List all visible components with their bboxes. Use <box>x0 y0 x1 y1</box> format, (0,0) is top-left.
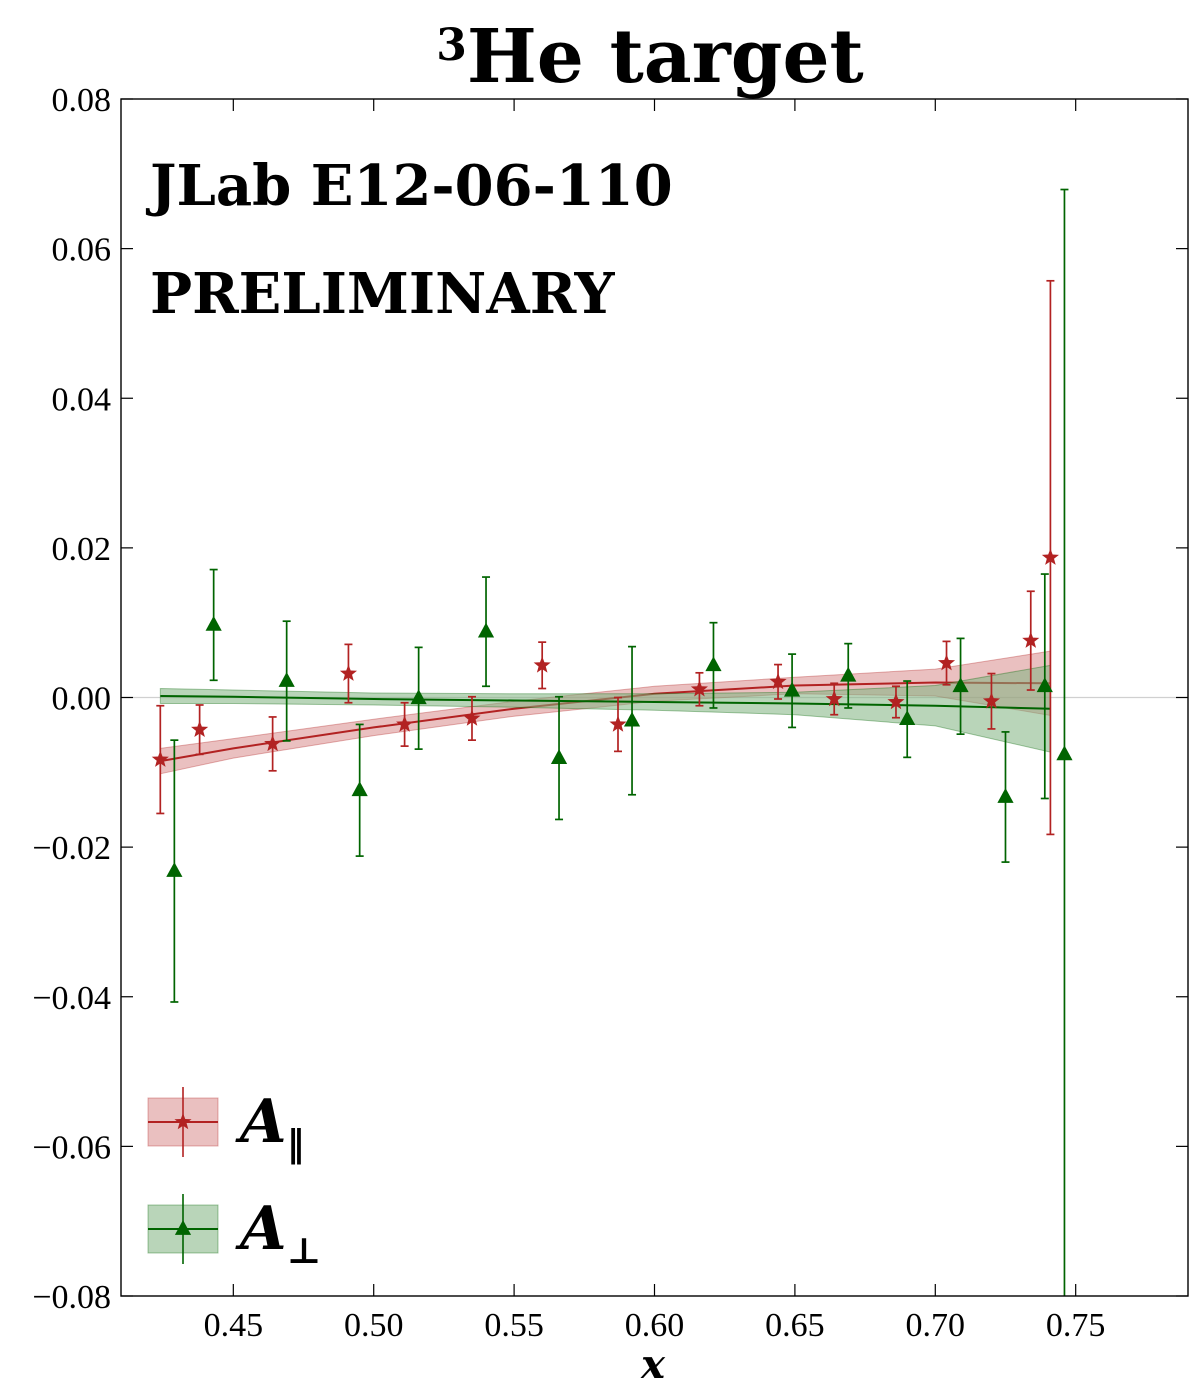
x-tick-label: 0.65 <box>765 1307 825 1344</box>
data-point-star <box>825 690 843 707</box>
y-tick-label: 0.02 <box>52 531 112 568</box>
y-tick-label: −0.04 <box>32 980 111 1017</box>
y-tick-label: 0.00 <box>52 681 112 718</box>
plot-area <box>121 188 1188 1296</box>
title-main: He target <box>467 14 864 100</box>
legend-item-a-perp: A⊥ <box>147 1194 321 1272</box>
legend-item-a-parallel: A‖ <box>147 1087 305 1165</box>
x-tick-label: 0.75 <box>1046 1307 1106 1344</box>
y-tick-label: 0.04 <box>52 381 112 418</box>
y-tick-label: −0.02 <box>32 830 111 867</box>
data-point-star <box>887 692 905 710</box>
title-superscript: 3 <box>436 20 467 71</box>
data-point-triangle <box>952 677 969 693</box>
data-point-star <box>264 734 282 752</box>
legend-label-a-parallel: A‖ <box>235 1087 305 1165</box>
legend-label-name: A <box>235 1087 287 1157</box>
chart-title: 3He target <box>436 14 864 100</box>
data-point-triangle <box>997 788 1014 803</box>
y-tick-label: −0.06 <box>32 1129 111 1166</box>
legend-triangle-marker <box>174 1220 192 1235</box>
data-point-triangle <box>477 622 495 638</box>
data-point-star <box>609 715 627 732</box>
legend-label-subscript: ⊥ <box>287 1230 322 1272</box>
data-point-star <box>191 720 209 737</box>
x-tick-label: 0.50 <box>344 1307 404 1344</box>
data-point-star <box>463 709 481 726</box>
data-point-triangle <box>1056 745 1073 761</box>
annotation-experiment: JLab E12-06-110 <box>145 153 673 219</box>
data-point-star <box>1041 548 1059 565</box>
x-tick-label: 0.70 <box>906 1307 966 1344</box>
data-point-triangle <box>166 862 183 877</box>
data-point-triangle <box>205 615 222 631</box>
data-point-triangle <box>351 781 368 797</box>
data-point-star <box>982 692 1001 709</box>
data-point-triangle <box>410 689 427 705</box>
legend-label-a-perp: A⊥ <box>235 1194 321 1272</box>
legend-label-name: A <box>235 1194 287 1264</box>
data-point-star <box>339 664 357 681</box>
x-axis-label: x <box>640 1341 666 1388</box>
legend: A‖ A⊥ <box>147 1087 321 1272</box>
data-point-triangle <box>899 710 916 726</box>
x-tick-label: 0.55 <box>484 1307 544 1344</box>
x-tick-label: 0.60 <box>625 1307 685 1344</box>
data-point-star <box>937 654 956 671</box>
data-point-star <box>1022 631 1040 648</box>
data-point-star <box>533 656 551 673</box>
legend-label-subscript: ‖ <box>287 1123 305 1165</box>
data-point-triangle <box>623 711 641 727</box>
y-tick-label: 0.06 <box>52 232 112 269</box>
data-point-triangle <box>705 656 722 672</box>
data-point-triangle <box>278 672 295 687</box>
x-tick-label: 0.45 <box>204 1307 264 1344</box>
legend-star-marker <box>174 1113 192 1130</box>
data-point-star <box>769 672 787 690</box>
y-tick-label: −0.08 <box>32 1279 111 1316</box>
data-point-triangle <box>783 681 801 697</box>
data-point-star <box>690 680 708 697</box>
annotation-preliminary: PRELIMINARY <box>150 261 616 327</box>
data-point-star <box>396 715 414 732</box>
data-point-star <box>151 750 169 767</box>
data-point-triangle <box>1036 677 1053 693</box>
fit-line <box>160 695 1051 710</box>
y-tick-label: 0.08 <box>52 82 112 119</box>
data-point-triangle <box>550 749 568 764</box>
data-point-triangle <box>840 666 857 682</box>
